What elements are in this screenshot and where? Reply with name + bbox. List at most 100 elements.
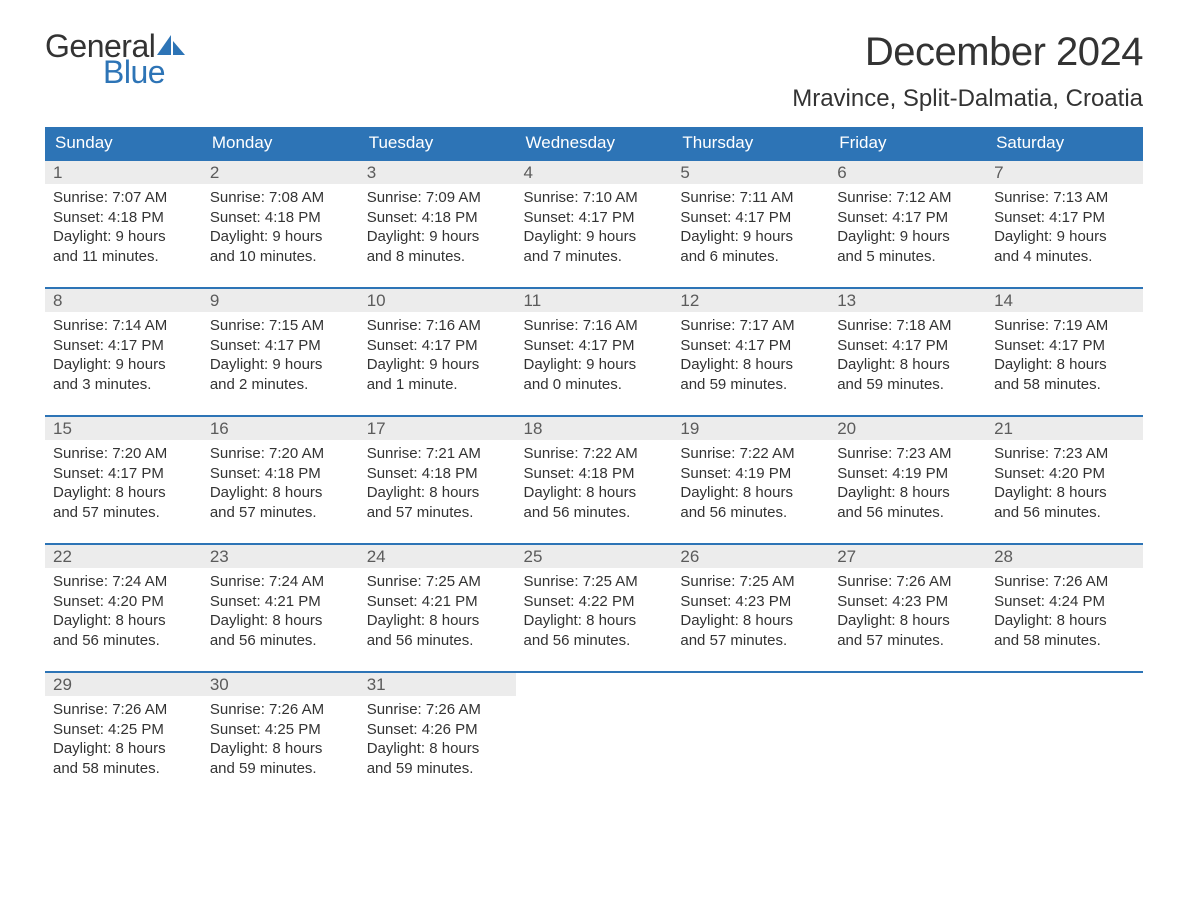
daylight-line1: Daylight: 9 hours: [524, 227, 665, 247]
daylight-line1: Daylight: 8 hours: [53, 483, 194, 503]
logo-text-blue: Blue: [103, 56, 187, 88]
daylight-line2: and 56 minutes.: [680, 503, 821, 523]
sunrise-line: Sunrise: 7:20 AM: [210, 444, 351, 464]
daylight-label: Daylight:: [994, 484, 1052, 501]
sunset-label: Sunset:: [210, 593, 261, 610]
sunset-line: Sunset: 4:21 PM: [210, 592, 351, 612]
day-number: 30: [202, 672, 359, 696]
sunrise-value: 7:17 AM: [740, 317, 795, 334]
daylight-hours: 9 hours: [272, 356, 322, 373]
sunrise-value: 7:09 AM: [426, 189, 481, 206]
daylight-label: Daylight:: [837, 484, 895, 501]
daylight-hours: 8 hours: [900, 484, 950, 501]
sunset-line: Sunset: 4:17 PM: [53, 336, 194, 356]
day-content: Sunrise: 7:18 AMSunset: 4:17 PMDaylight:…: [829, 312, 986, 396]
day-number: 17: [359, 416, 516, 440]
daylight-line2: and 57 minutes.: [837, 631, 978, 651]
daylight-label: Daylight:: [210, 612, 268, 629]
sunset-value: 4:17 PM: [892, 337, 948, 354]
day-content: Sunrise: 7:13 AMSunset: 4:17 PMDaylight:…: [986, 184, 1143, 268]
sunrise-line: Sunrise: 7:10 AM: [524, 188, 665, 208]
sunrise-value: 7:20 AM: [269, 445, 324, 462]
daylight-hours: 8 hours: [743, 356, 793, 373]
day-content: Sunrise: 7:11 AMSunset: 4:17 PMDaylight:…: [672, 184, 829, 268]
sunset-label: Sunset:: [367, 337, 418, 354]
sunrise-line: Sunrise: 7:26 AM: [210, 700, 351, 720]
sunrise-label: Sunrise:: [210, 701, 265, 718]
day-content: Sunrise: 7:26 AMSunset: 4:26 PMDaylight:…: [359, 696, 516, 780]
daylight-line2: and 11 minutes.: [53, 247, 194, 267]
daynum-row: 1234567: [45, 160, 1143, 184]
day-content: Sunrise: 7:12 AMSunset: 4:17 PMDaylight:…: [829, 184, 986, 268]
daylight-hours: 8 hours: [272, 740, 322, 757]
sunset-line: Sunset: 4:17 PM: [210, 336, 351, 356]
sunset-line: Sunset: 4:17 PM: [524, 336, 665, 356]
day-content: Sunrise: 7:09 AMSunset: 4:18 PMDaylight:…: [359, 184, 516, 268]
daylight-label: Daylight:: [210, 356, 268, 373]
daylight-label: Daylight:: [53, 228, 111, 245]
daylight-line2: and 56 minutes.: [994, 503, 1135, 523]
daylight-line2: and 5 minutes.: [837, 247, 978, 267]
daylight-label: Daylight:: [680, 484, 738, 501]
sunrise-value: 7:20 AM: [112, 445, 167, 462]
sunset-line: Sunset: 4:22 PM: [524, 592, 665, 612]
daylight-label: Daylight:: [367, 356, 425, 373]
daylight-line2: and 0 minutes.: [524, 375, 665, 395]
daylight-line2: and 10 minutes.: [210, 247, 351, 267]
sunrise-line: Sunrise: 7:26 AM: [837, 572, 978, 592]
day-content: Sunrise: 7:10 AMSunset: 4:17 PMDaylight:…: [516, 184, 673, 268]
daylight-hours: 9 hours: [1057, 228, 1107, 245]
day-content: Sunrise: 7:25 AMSunset: 4:22 PMDaylight:…: [516, 568, 673, 652]
day-number: [672, 672, 829, 696]
sunset-value: 4:25 PM: [265, 721, 321, 738]
daylight-label: Daylight:: [367, 740, 425, 757]
sunrise-line: Sunrise: 7:25 AM: [367, 572, 508, 592]
sunset-label: Sunset:: [680, 209, 731, 226]
day-number: 6: [829, 160, 986, 184]
daylight-line1: Daylight: 8 hours: [210, 483, 351, 503]
sunset-label: Sunset:: [524, 337, 575, 354]
sunrise-value: 7:19 AM: [1053, 317, 1108, 334]
sunset-label: Sunset:: [524, 465, 575, 482]
sunrise-label: Sunrise:: [367, 445, 422, 462]
sunset-line: Sunset: 4:18 PM: [524, 464, 665, 484]
daylight-hours: 9 hours: [272, 228, 322, 245]
sunrise-label: Sunrise:: [994, 573, 1049, 590]
sunset-label: Sunset:: [210, 337, 261, 354]
day-number: 9: [202, 288, 359, 312]
content-row: Sunrise: 7:26 AMSunset: 4:25 PMDaylight:…: [45, 696, 1143, 780]
sunrise-line: Sunrise: 7:18 AM: [837, 316, 978, 336]
daylight-line2: and 56 minutes.: [210, 631, 351, 651]
sunrise-label: Sunrise:: [680, 317, 735, 334]
daylight-label: Daylight:: [53, 484, 111, 501]
sunrise-label: Sunrise:: [210, 445, 265, 462]
sunrise-line: Sunrise: 7:26 AM: [367, 700, 508, 720]
day-content: Sunrise: 7:23 AMSunset: 4:20 PMDaylight:…: [986, 440, 1143, 524]
week-separator: [45, 652, 1143, 672]
daylight-line2: and 3 minutes.: [53, 375, 194, 395]
daylight-line2: and 56 minutes.: [524, 503, 665, 523]
daylight-line1: Daylight: 9 hours: [210, 227, 351, 247]
sunrise-label: Sunrise:: [210, 189, 265, 206]
sunrise-label: Sunrise:: [367, 189, 422, 206]
sunset-label: Sunset:: [53, 465, 104, 482]
sunrise-line: Sunrise: 7:21 AM: [367, 444, 508, 464]
daylight-label: Daylight:: [994, 612, 1052, 629]
sunset-line: Sunset: 4:25 PM: [53, 720, 194, 740]
day-header-row: SundayMondayTuesdayWednesdayThursdayFrid…: [45, 127, 1143, 160]
sunrise-label: Sunrise:: [53, 701, 108, 718]
daylight-line2: and 6 minutes.: [680, 247, 821, 267]
sunrise-value: 7:25 AM: [426, 573, 481, 590]
sunrise-label: Sunrise:: [210, 317, 265, 334]
daylight-line2: and 57 minutes.: [210, 503, 351, 523]
sunrise-line: Sunrise: 7:26 AM: [53, 700, 194, 720]
sunrise-line: Sunrise: 7:08 AM: [210, 188, 351, 208]
daylight-label: Daylight:: [680, 612, 738, 629]
day-content: Sunrise: 7:21 AMSunset: 4:18 PMDaylight:…: [359, 440, 516, 524]
daylight-hours: 9 hours: [743, 228, 793, 245]
sunset-line: Sunset: 4:19 PM: [837, 464, 978, 484]
daylight-label: Daylight:: [837, 356, 895, 373]
daylight-label: Daylight:: [53, 740, 111, 757]
day-number: 14: [986, 288, 1143, 312]
sunrise-label: Sunrise:: [53, 317, 108, 334]
